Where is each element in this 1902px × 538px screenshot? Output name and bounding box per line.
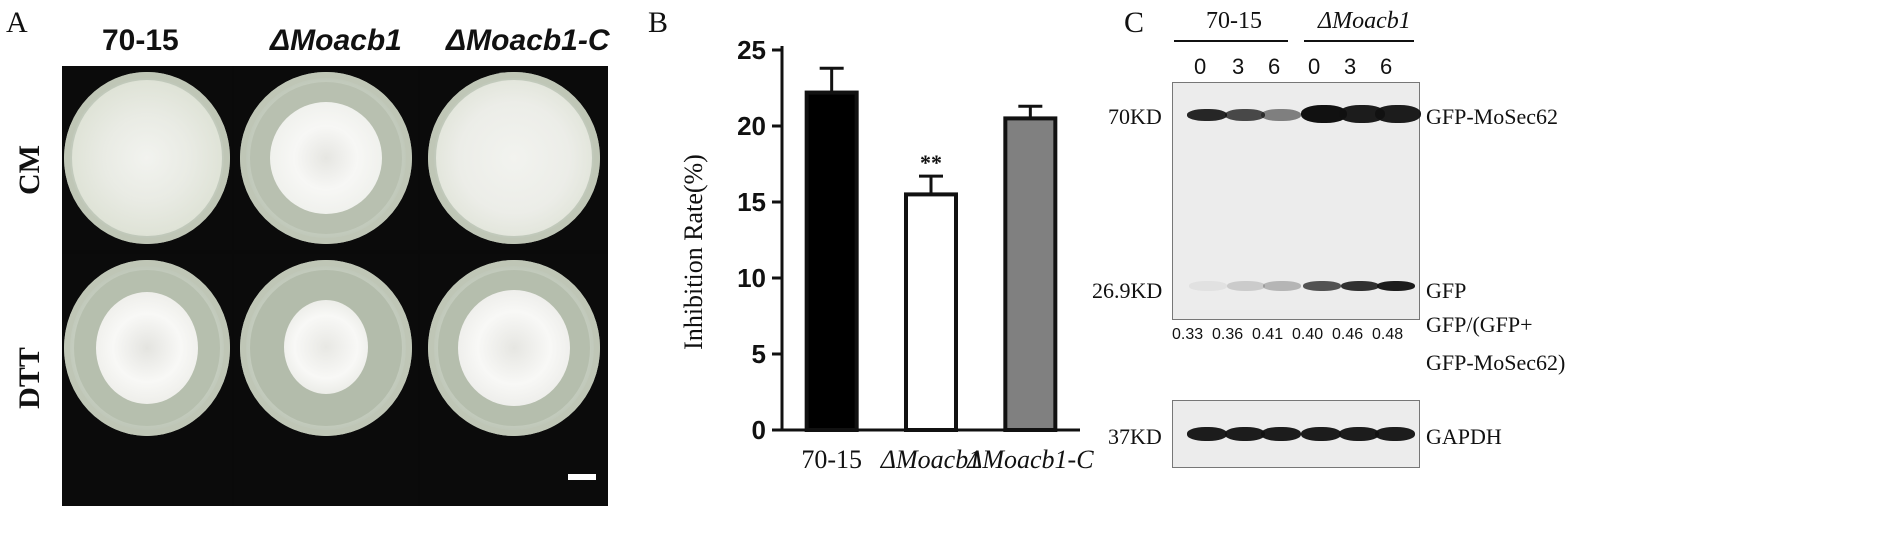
group-label-moacb1-text: ΔMoacb1 <box>1318 8 1411 34</box>
band-gfp-1 <box>1227 281 1265 291</box>
ratio-label-line1: GFP/(GFP+ <box>1426 312 1533 337</box>
plate-dtt-moacb1 <box>234 254 418 506</box>
timepoint-0a: 0 <box>1194 54 1207 79</box>
band-gfp-4 <box>1341 281 1379 291</box>
ratio-value-6: 0.48 <box>1372 326 1404 343</box>
band-gapdh-0 <box>1187 427 1227 441</box>
panel-b-letter: B <box>648 6 669 39</box>
column-header-moacb1-text: ΔMoacb1 <box>270 24 402 57</box>
band-label-gfp-mosec62: GFP-MoSec62 <box>1426 104 1559 129</box>
ratio-value-2: 0.36 <box>1212 326 1244 343</box>
group-line-moacb1 <box>1304 40 1414 42</box>
timepoint-3b: 3 <box>1344 54 1357 79</box>
column-header-moacb1: ΔMoacb1 <box>270 24 402 58</box>
band-gapdh-2 <box>1261 427 1301 441</box>
marker-26-9kd: 26.9KD <box>1092 278 1163 303</box>
plate-image-grid <box>62 66 608 506</box>
panel-a-letter: A <box>6 6 28 39</box>
inhibition-bar-chart: Inhibition Rate(%) 0 5 10 15 20 25 70-15 ΔMoacb… <box>679 35 1094 474</box>
timepoint-3a: 3 <box>1232 54 1245 79</box>
y-tick-label: 0 <box>752 415 766 445</box>
band-gfp-mosec62-1 <box>1225 109 1265 121</box>
group-line-70-15 <box>1174 40 1288 42</box>
column-header-70-15: 70-15 <box>102 24 179 57</box>
band-gapdh-1 <box>1225 427 1265 441</box>
band-gfp-5 <box>1377 281 1415 291</box>
blot-gfp-moSec62 <box>1172 82 1421 320</box>
bar-2 <box>1003 116 1058 433</box>
plate-dtt-70-15 <box>62 254 232 506</box>
marker-70kd: 70KD <box>1108 104 1162 129</box>
timepoint-6a: 6 <box>1268 54 1281 79</box>
band-gfp-mosec62-0 <box>1187 109 1227 121</box>
group-label-moacb1: ΔMoacb1 <box>1318 8 1411 35</box>
band-gapdh-4 <box>1339 427 1379 441</box>
column-header-moacb1-c-text: ΔMoacb1-C <box>446 24 610 57</box>
ratio-value-5: 0.46 <box>1332 326 1364 343</box>
band-gfp-0 <box>1189 281 1227 291</box>
column-header-moacb1-c: ΔMoacb1-C <box>446 24 610 58</box>
band-gfp-mosec62-5 <box>1375 105 1421 123</box>
significance-marker: ** <box>920 150 942 175</box>
band-gfp-3 <box>1303 281 1341 291</box>
y-axis-label: Inhibition Rate(%) <box>679 154 708 350</box>
ratio-value-4: 0.40 <box>1292 326 1324 343</box>
timepoint-6b: 6 <box>1380 54 1393 79</box>
band-gfp-mosec62-2 <box>1261 109 1301 121</box>
row-label-dtt: DTT <box>13 347 46 409</box>
y-tick-label: 25 <box>737 35 766 65</box>
band-label-gfp: GFP <box>1426 278 1467 303</box>
scale-bar <box>568 474 596 480</box>
panel-c-letter: C <box>1124 6 1145 39</box>
plate-cm-moacb1-c <box>420 66 608 250</box>
y-tick-label: 10 <box>737 263 766 293</box>
bar-0 <box>804 90 859 433</box>
bar-1 <box>904 192 958 432</box>
x-tick-label-1: ΔMoacb1 <box>880 445 981 474</box>
band-label-gapdh: GAPDH <box>1426 424 1502 449</box>
plate-cm-70-15 <box>62 66 232 250</box>
band-gapdh-5 <box>1375 427 1415 441</box>
band-gfp-2 <box>1263 281 1301 291</box>
plate-cm-moacb1 <box>234 66 418 250</box>
ratio-value-1: 0.33 <box>1172 326 1204 343</box>
ratio-label-line2: GFP-MoSec62) <box>1426 350 1566 375</box>
group-label-70-15: 70-15 <box>1206 8 1262 34</box>
x-tick-label-0: 70-15 <box>801 445 862 474</box>
y-tick-label: 15 <box>737 187 766 217</box>
band-gapdh-3 <box>1301 427 1341 441</box>
row-label-cm: CM <box>12 145 46 195</box>
timepoint-labels: 0 3 6 0 3 6 <box>1180 54 1414 80</box>
marker-37kd: 37KD <box>1108 424 1162 449</box>
timepoint-0b: 0 <box>1308 54 1321 79</box>
ratio-values: 0.33 0.36 0.41 0.40 0.46 0.48 <box>1172 326 1418 348</box>
y-tick-label: 20 <box>737 111 766 141</box>
band-gfp-mosec62-3 <box>1301 105 1347 123</box>
x-tick-label-2: ΔMoacb1-C <box>966 445 1094 474</box>
plate-dtt-moacb1-c <box>420 254 608 506</box>
blot-gapdh <box>1172 400 1420 468</box>
y-tick-label: 5 <box>752 339 766 369</box>
ratio-value-3: 0.41 <box>1252 326 1284 343</box>
band-gfp-mosec62-4 <box>1339 105 1385 123</box>
